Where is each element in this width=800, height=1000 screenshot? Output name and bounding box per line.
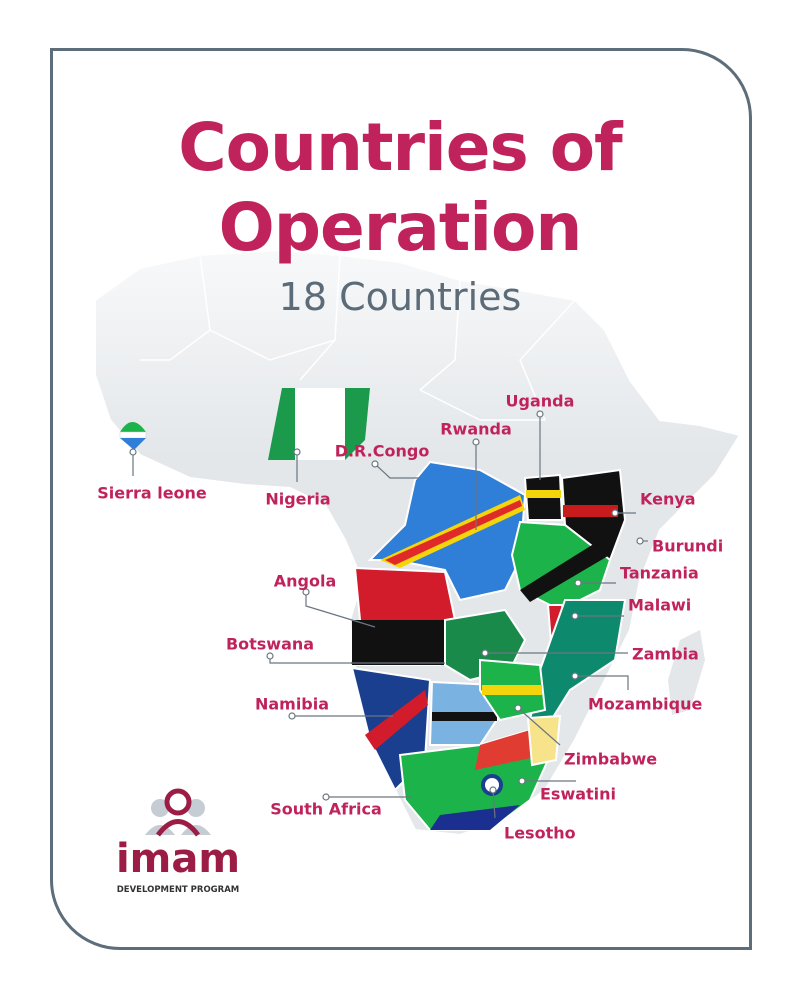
borders bbox=[140, 254, 576, 421]
logo-icon bbox=[145, 788, 211, 837]
zimbabwe-yellow bbox=[526, 714, 562, 767]
leader-dot bbox=[129, 448, 137, 456]
leader-dot bbox=[489, 786, 497, 794]
drc-stripe-red bbox=[385, 500, 522, 565]
leader-dot bbox=[288, 712, 296, 720]
leader-dot bbox=[371, 460, 379, 468]
country-label: Sierra leone bbox=[97, 484, 207, 503]
leader-dot bbox=[518, 777, 526, 785]
logo-name: imam bbox=[116, 836, 240, 882]
country-label: Zimbabwe bbox=[564, 750, 657, 769]
sierra-leone-flag bbox=[119, 422, 147, 450]
leader-dot bbox=[266, 652, 274, 660]
namibia-stripe bbox=[365, 690, 428, 750]
leader-dot bbox=[481, 649, 489, 657]
leader-dot bbox=[322, 793, 330, 801]
madagascar bbox=[668, 630, 705, 715]
country-label: Mozambique bbox=[588, 695, 702, 714]
country-label: Nigeria bbox=[265, 490, 330, 509]
leader-dot bbox=[472, 438, 480, 446]
leader-dot bbox=[636, 537, 644, 545]
country-label: Malawi bbox=[628, 596, 691, 615]
angola-black bbox=[352, 620, 452, 665]
zimbabwe-stripe bbox=[482, 685, 542, 695]
country-label: Lesotho bbox=[504, 824, 576, 843]
country-label: Rwanda bbox=[440, 420, 512, 439]
nigeria-white bbox=[295, 388, 345, 460]
leader-dot bbox=[611, 509, 619, 517]
leader-line bbox=[575, 675, 629, 690]
title: Countries of Operation bbox=[178, 109, 623, 266]
country-label: Eswatini bbox=[540, 785, 616, 804]
leader-dot bbox=[514, 704, 522, 712]
nigeria-flag-right bbox=[345, 388, 370, 460]
card-frame bbox=[50, 48, 752, 950]
country-label: Namibia bbox=[255, 695, 329, 714]
kenya-stripe bbox=[563, 505, 618, 517]
leader-line bbox=[517, 707, 561, 746]
leader-dot bbox=[293, 448, 301, 456]
country-label: South Africa bbox=[270, 800, 382, 819]
leader-line bbox=[374, 463, 420, 479]
country-label: Angola bbox=[274, 572, 337, 591]
leader-dot bbox=[571, 612, 579, 620]
leader-dot bbox=[571, 672, 579, 680]
country-label: Burundi bbox=[652, 537, 723, 556]
country-label: Kenya bbox=[640, 490, 696, 509]
botswana-stripe bbox=[432, 712, 497, 721]
leader-dot bbox=[302, 588, 310, 596]
leader-line bbox=[305, 592, 376, 628]
leader-dot bbox=[574, 579, 582, 587]
country-label: Tanzania bbox=[620, 564, 699, 583]
south-africa-red bbox=[475, 730, 545, 770]
country-label: Uganda bbox=[506, 392, 575, 411]
country-label: Zambia bbox=[632, 645, 699, 664]
logo-tagline: DEVELOPMENT PROGRAM bbox=[117, 885, 240, 895]
country-label: Botswana bbox=[226, 635, 314, 654]
nigeria-flag bbox=[268, 388, 295, 460]
country-label: D.R.Congo bbox=[335, 442, 430, 461]
uganda-stripe bbox=[526, 490, 561, 498]
subtitle: 18 Countries bbox=[278, 275, 522, 319]
leader-dot bbox=[536, 410, 544, 418]
south-africa-blue bbox=[430, 805, 520, 830]
leader-line bbox=[492, 789, 496, 819]
tanzania-stripe bbox=[520, 540, 608, 602]
